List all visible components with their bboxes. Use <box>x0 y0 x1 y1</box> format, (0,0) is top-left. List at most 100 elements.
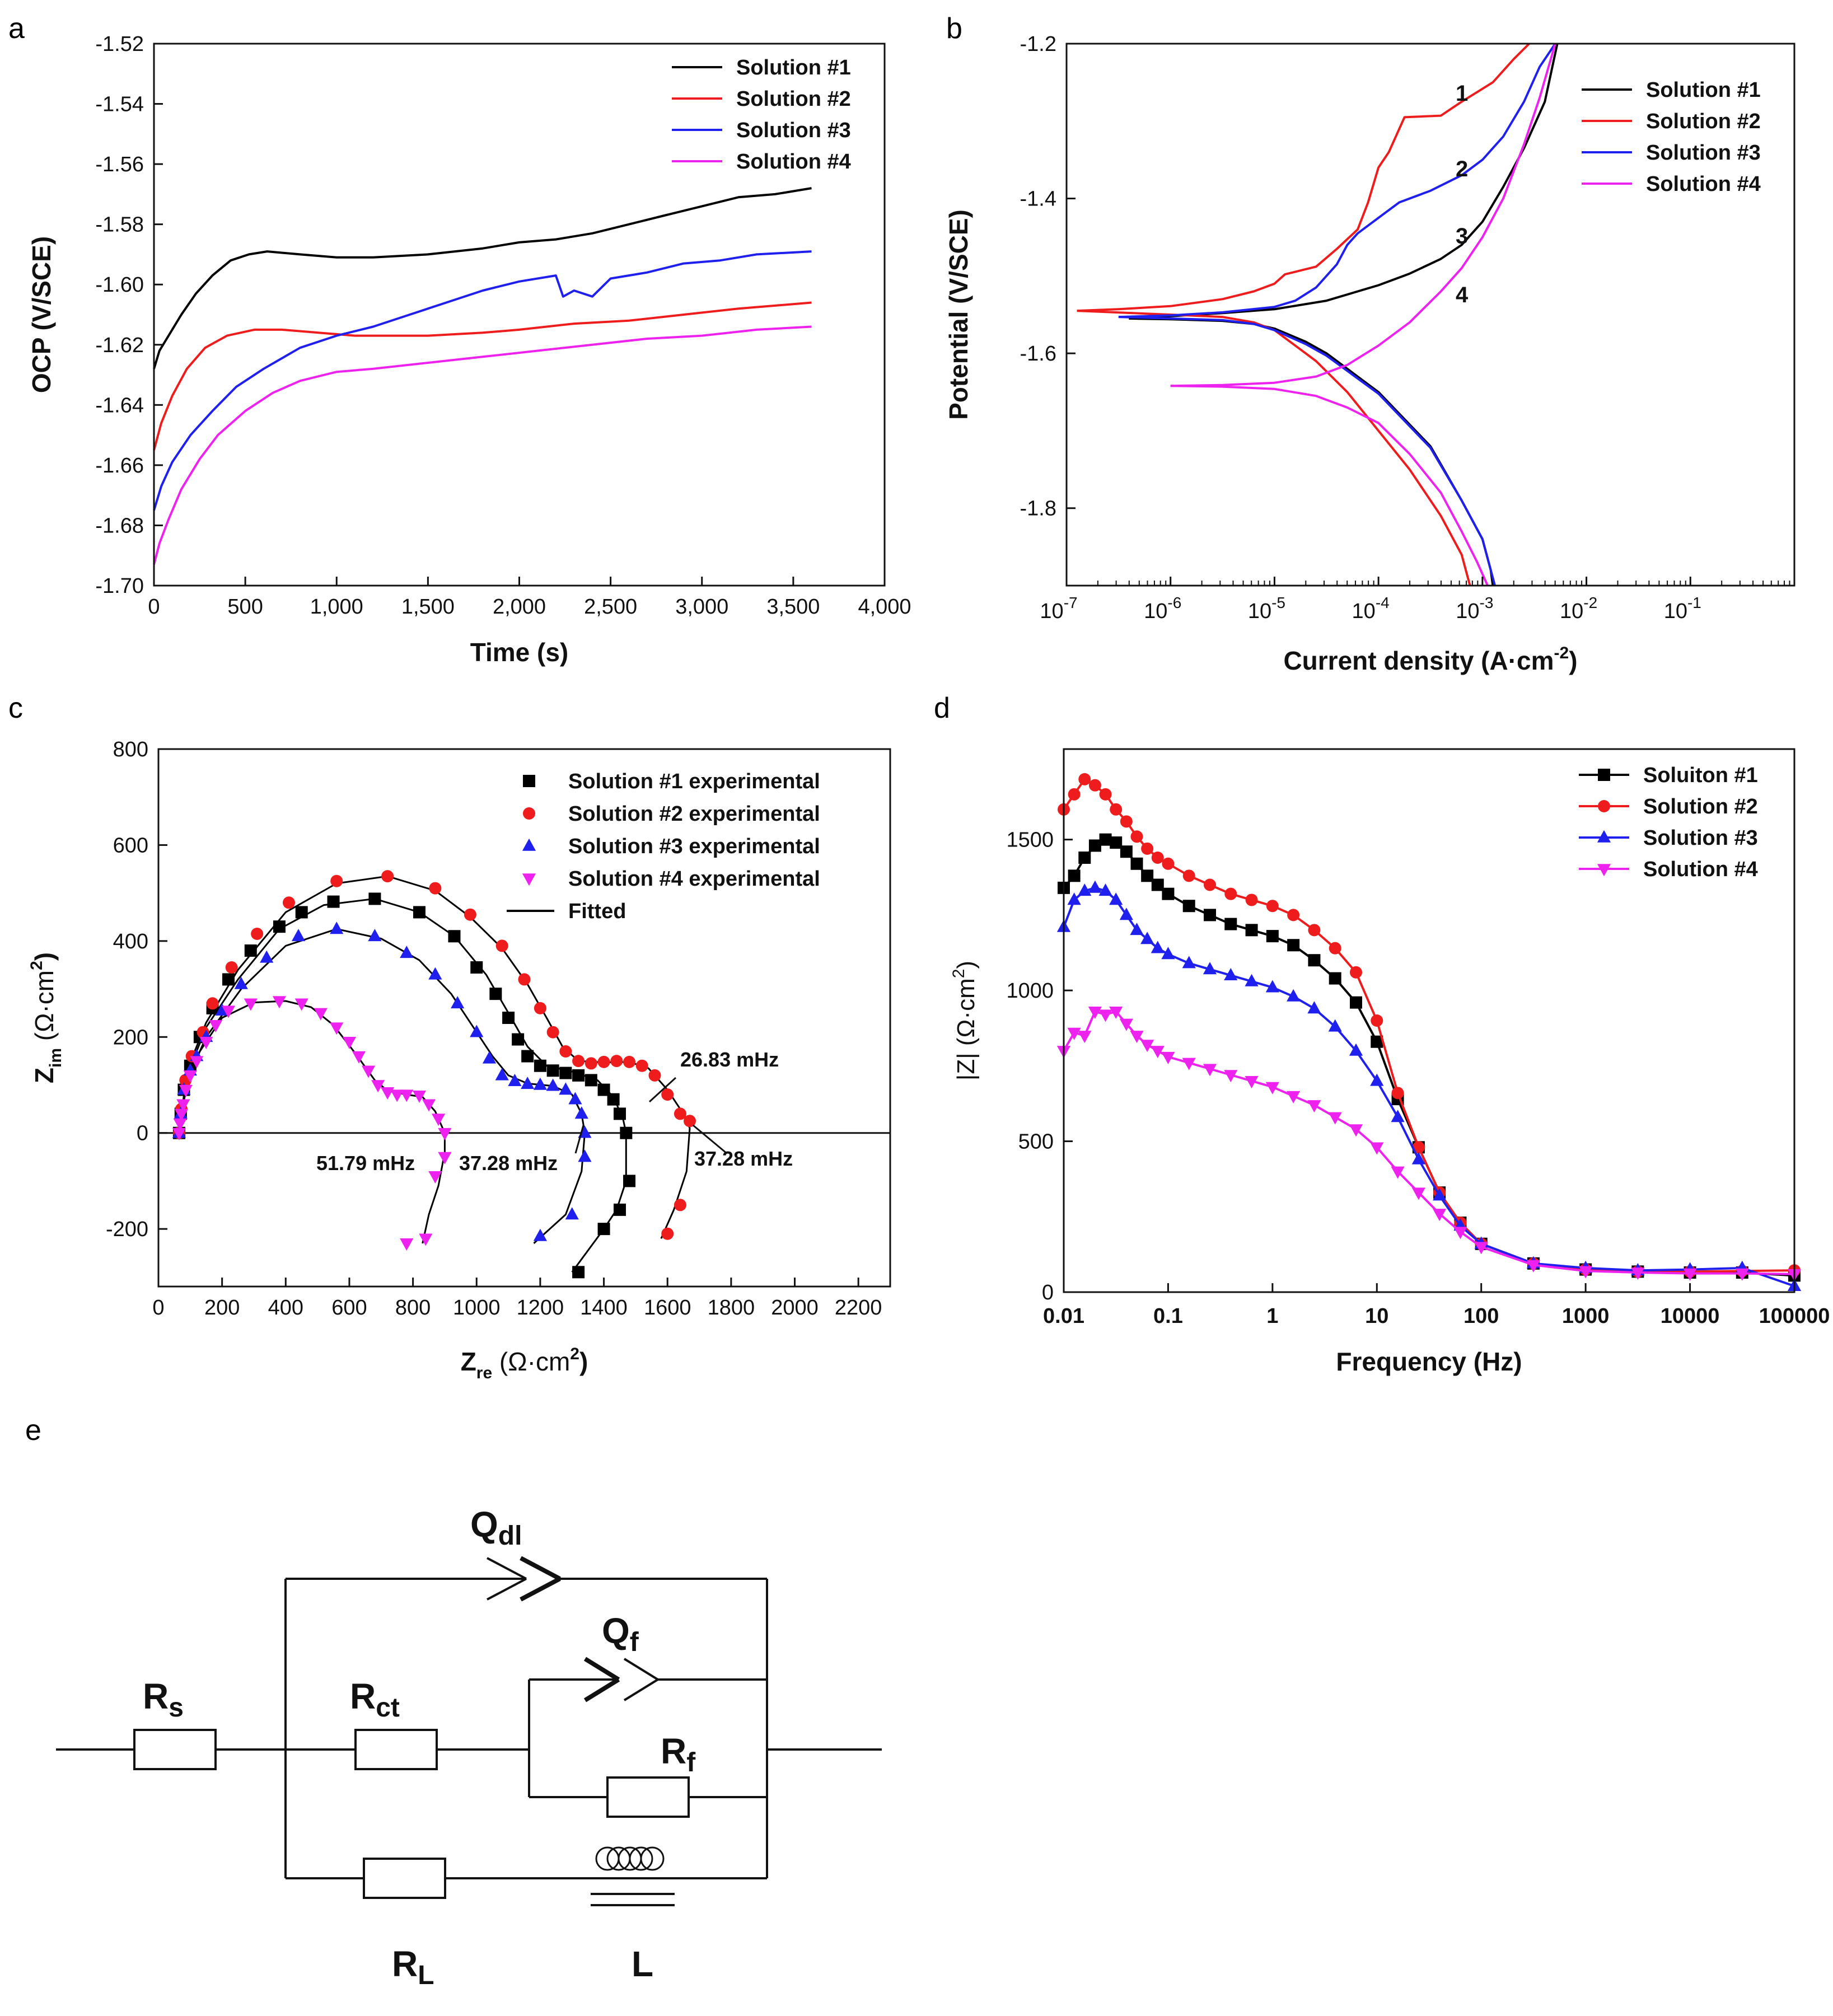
x-tick-label: 0.01 <box>1043 1304 1084 1328</box>
data-point <box>572 1069 585 1082</box>
data-point <box>1161 947 1175 960</box>
y-tick-label: -1.8 <box>1020 497 1056 521</box>
y-axis-label: OCP (V/SCE) <box>27 236 56 393</box>
data-point <box>635 1059 648 1072</box>
data-point <box>470 961 483 974</box>
data-point <box>1598 769 1610 781</box>
y-tick-label: 400 <box>113 930 148 953</box>
panel-letter-c: c <box>8 692 23 724</box>
data-point <box>1204 909 1216 922</box>
data-point <box>607 1093 620 1106</box>
data-point <box>597 1223 610 1236</box>
chart-d-bode: 0.01 0.1 1 10 100 1000 10000 100000 0 500 1000 1500… <box>950 748 1830 1376</box>
panel-letter-b: b <box>946 12 962 45</box>
series-line <box>1063 886 1795 1288</box>
legend-label: Solution #2 experimental <box>568 802 820 826</box>
data-point <box>1068 788 1081 801</box>
series-line <box>153 250 812 511</box>
data-point <box>1130 923 1144 936</box>
data-point <box>400 1238 414 1251</box>
x-tick-label: 3,500 <box>766 595 820 619</box>
data-point <box>521 1050 534 1063</box>
data-point <box>1151 878 1164 891</box>
curve-number-label: 1 <box>1456 81 1468 106</box>
resistor-rs <box>133 1729 217 1770</box>
legend-label: Solution #4 <box>1646 172 1761 196</box>
data-point <box>502 1012 515 1024</box>
cpe-qdl-plate <box>487 1557 527 1580</box>
data-point <box>572 1266 585 1279</box>
data-point <box>1161 1051 1175 1064</box>
data-point <box>1433 1188 1447 1201</box>
data-point <box>282 896 295 909</box>
data-point <box>1245 974 1259 986</box>
chart-a-ocp: 0 500 1,000 1,500 2,000 2,500 3,000 3,500 4,000 -… <box>27 32 911 667</box>
x-tick-label: 600 <box>331 1296 367 1320</box>
legend-label: Solution #4 experimental <box>568 867 820 891</box>
x-tick-label: 800 <box>395 1296 431 1320</box>
data-point <box>522 873 536 886</box>
curve-number-label: 3 <box>1456 224 1468 249</box>
frequency-annotation: 51.79 mHz <box>316 1152 415 1175</box>
label-qf: Qf <box>602 1611 639 1657</box>
legend-label: Solution #4 <box>736 150 851 174</box>
data-point <box>1088 779 1101 792</box>
chart-b-polarization: 10-7 10-6 10-5 10-4 10-3 10-2 10-1 -1.8 -1.6 -1.4… <box>944 32 1795 675</box>
data-point <box>1078 852 1091 864</box>
anodic-branch <box>1077 43 1530 312</box>
data-point <box>1307 1100 1321 1113</box>
frequency-annotation: 37.28 mHz <box>459 1152 558 1175</box>
data-point <box>273 920 286 933</box>
data-point <box>1140 932 1154 944</box>
cpe-qf-plate <box>623 1658 659 1681</box>
data-point <box>482 1051 497 1064</box>
plot-frame <box>157 748 891 1288</box>
data-point <box>419 1233 433 1246</box>
data-point <box>412 1091 427 1103</box>
data-point <box>342 1037 357 1050</box>
y-tick-label: -1.68 <box>95 514 144 537</box>
data-point <box>674 1199 686 1212</box>
data-point <box>1141 842 1154 855</box>
data-point <box>533 1077 548 1090</box>
data-point <box>1088 839 1101 852</box>
data-point <box>597 1083 610 1096</box>
data-point <box>179 1084 193 1097</box>
data-point <box>1412 1141 1425 1154</box>
circuit-labels: Rs Qdl Rct Qf Rf RL L <box>143 1504 696 1990</box>
x-tick-label: 1400 <box>580 1296 628 1320</box>
y-tick-label: 1000 <box>1006 979 1054 1003</box>
data-point <box>1130 830 1143 843</box>
data-point <box>327 895 340 908</box>
data-point <box>533 1228 548 1241</box>
series-line <box>1063 1010 1795 1275</box>
x-tick-label: 1 <box>1266 1304 1278 1328</box>
data-point <box>1328 1019 1342 1032</box>
y-tick-label: -1.62 <box>95 334 144 357</box>
data-point <box>1598 800 1610 812</box>
resistor-rf <box>606 1776 690 1818</box>
data-point <box>1349 1124 1363 1137</box>
x-tick-label: 10000 <box>1661 1304 1720 1328</box>
data-point <box>534 1059 546 1072</box>
plot-frame <box>1065 43 1795 587</box>
data-point <box>368 892 381 905</box>
x-tick-label: 2000 <box>771 1296 819 1320</box>
data-point <box>683 1115 696 1128</box>
legend-label: Solution #3 <box>1643 826 1758 850</box>
data-point <box>464 908 476 921</box>
data-point <box>1350 996 1362 1009</box>
data-point <box>546 1064 559 1077</box>
x-tick-label: 400 <box>268 1296 303 1320</box>
label-rct: Rct <box>350 1676 400 1723</box>
x-tick-label: 2,000 <box>493 595 546 619</box>
x-tick-label: 0 <box>148 595 160 619</box>
data-point <box>1391 1087 1404 1100</box>
data-point <box>584 1057 597 1070</box>
data-point <box>574 1106 588 1119</box>
data-point <box>565 1207 579 1220</box>
data-point <box>1579 1266 1593 1279</box>
data-point <box>1597 830 1611 843</box>
x-tick-label: 3,000 <box>675 595 728 619</box>
